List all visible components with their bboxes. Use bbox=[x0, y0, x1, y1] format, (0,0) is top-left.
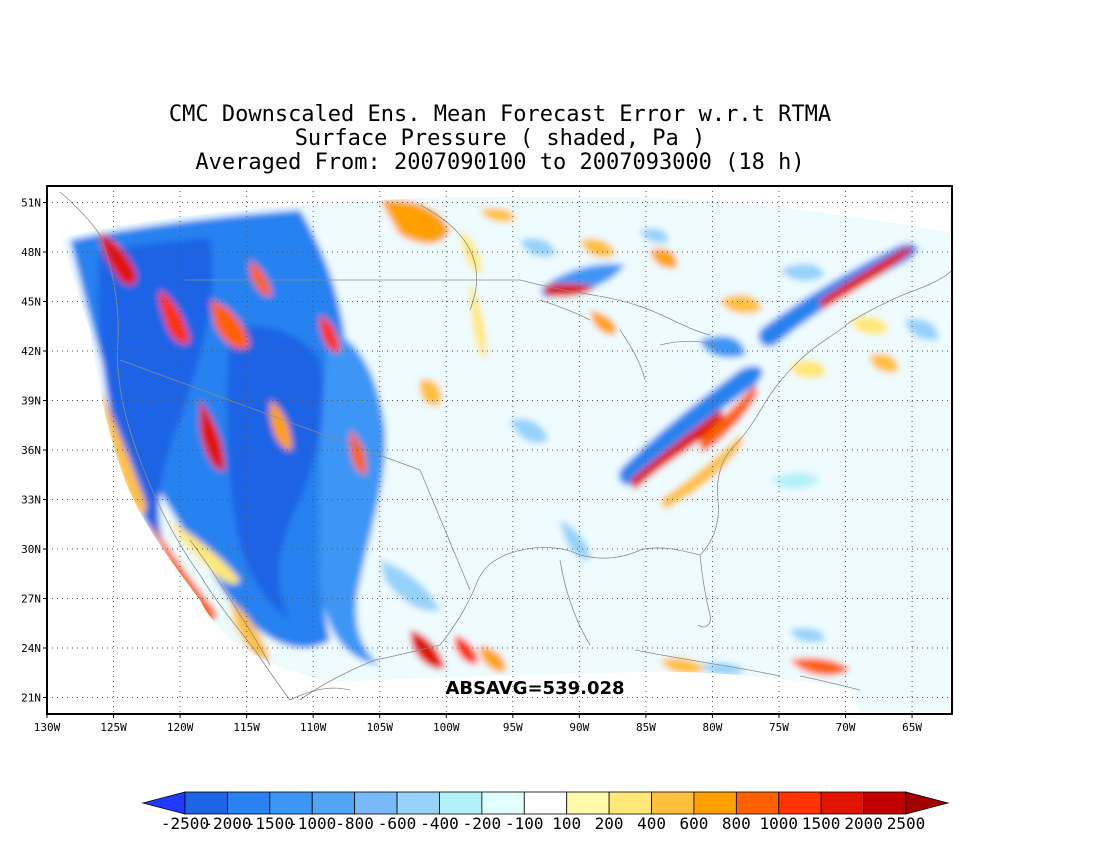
colorbar-swatch bbox=[608, 791, 652, 815]
lon-tick-label: 125W bbox=[100, 721, 127, 734]
colorbar-swatch bbox=[523, 791, 568, 815]
title-line-3: Averaged From: 2007090100 to 2007093000 … bbox=[195, 150, 805, 175]
colorbar-label: -200 bbox=[463, 814, 502, 833]
lon-tick-label: 120W bbox=[167, 721, 194, 734]
colorbar-label: -100 bbox=[505, 814, 544, 833]
colorbar-label: 1500 bbox=[802, 814, 841, 833]
colorbar-label: 800 bbox=[722, 814, 751, 833]
lat-tick-label: 21N bbox=[21, 692, 41, 705]
lat-tick-label: 27N bbox=[21, 593, 41, 606]
coastlines bbox=[59, 191, 952, 701]
lon-tick-label: 70W bbox=[836, 721, 856, 734]
colorbar-swatch bbox=[863, 791, 907, 815]
lon-tick-label: 95W bbox=[503, 721, 523, 734]
lon-tick-label: 90W bbox=[569, 721, 589, 734]
lon-tick-label: 110W bbox=[300, 721, 327, 734]
colorbar-label: -600 bbox=[378, 814, 417, 833]
colorbar-label: 1000 bbox=[759, 814, 798, 833]
lon-tick-label: 85W bbox=[636, 721, 656, 734]
lat-tick-label: 51N bbox=[21, 197, 41, 210]
lat-tick-label: 24N bbox=[21, 642, 41, 655]
colorbar-min-arrow bbox=[141, 791, 186, 815]
colorbar-label: 400 bbox=[637, 814, 666, 833]
colorbar-swatch bbox=[778, 791, 822, 815]
lon-tick-label: 115W bbox=[233, 721, 260, 734]
lat-axis-labels: 51N 48N 45N 42N 39N 36N 33N 30N 27N 24N 21N bbox=[21, 197, 47, 705]
grid bbox=[46, 186, 952, 714]
lon-tick-label: 100W bbox=[433, 721, 460, 734]
colorbar-label: 2000 bbox=[844, 814, 883, 833]
colorbar-swatch bbox=[184, 791, 228, 815]
colorbar-label: -1000 bbox=[288, 814, 336, 833]
colorbar-swatch bbox=[481, 791, 525, 815]
colorbar-swatch bbox=[439, 791, 483, 815]
colorbar-swatch bbox=[693, 791, 737, 815]
lat-tick-label: 33N bbox=[21, 494, 41, 507]
lat-tick-label: 42N bbox=[21, 345, 41, 358]
absavg-annotation: ABSAVG=539.028 bbox=[445, 678, 624, 699]
colorbar-swatch bbox=[269, 791, 313, 815]
title-line-1: CMC Downscaled Ens. Mean Forecast Error … bbox=[168, 102, 832, 127]
colorbar-max-arrow bbox=[905, 791, 950, 815]
colorbar-label: 600 bbox=[679, 814, 708, 833]
colorbar-swatch bbox=[396, 791, 440, 815]
colorbar-swatch bbox=[311, 791, 356, 815]
colorbar-swatch bbox=[227, 791, 271, 815]
lat-tick-label: 39N bbox=[21, 395, 41, 408]
title-line-2: Surface Pressure ( shaded, Pa ) bbox=[294, 126, 706, 151]
colorbar-swatch bbox=[820, 791, 864, 815]
lon-tick-label: 65W bbox=[902, 721, 922, 734]
colorbar-label: -800 bbox=[335, 814, 374, 833]
colorbar-label: -1500 bbox=[246, 814, 294, 833]
colorbar: -2500-2000-1500-1000 -800 -600 -400 -200 -100… bbox=[141, 791, 950, 833]
lon-axis-labels: 130W 125W 120W 115W 110W 105W 100W 95W 90W 85W 80W… bbox=[34, 714, 922, 734]
lon-tick-label: 75W bbox=[769, 721, 789, 734]
lat-tick-label: 48N bbox=[21, 246, 41, 259]
lat-tick-label: 45N bbox=[21, 296, 41, 309]
colorbar-swatch bbox=[354, 791, 398, 815]
colorbar-label: 100 bbox=[552, 814, 581, 833]
colorbar-swatch bbox=[651, 791, 695, 815]
lon-tick-label: 130W bbox=[34, 721, 61, 734]
lon-tick-label: 105W bbox=[366, 721, 393, 734]
colorbar-label: -2000 bbox=[203, 814, 251, 833]
colorbar-label: -2500 bbox=[161, 814, 209, 833]
colorbar-label: 200 bbox=[595, 814, 624, 833]
lat-tick-label: 36N bbox=[21, 444, 41, 457]
colorbar-swatch bbox=[566, 791, 610, 815]
lat-tick-label: 30N bbox=[21, 543, 41, 556]
colorbar-label: -400 bbox=[420, 814, 459, 833]
lon-tick-label: 80W bbox=[703, 721, 723, 734]
colorbar-swatch bbox=[735, 791, 780, 815]
colorbar-label: 2500 bbox=[887, 814, 926, 833]
